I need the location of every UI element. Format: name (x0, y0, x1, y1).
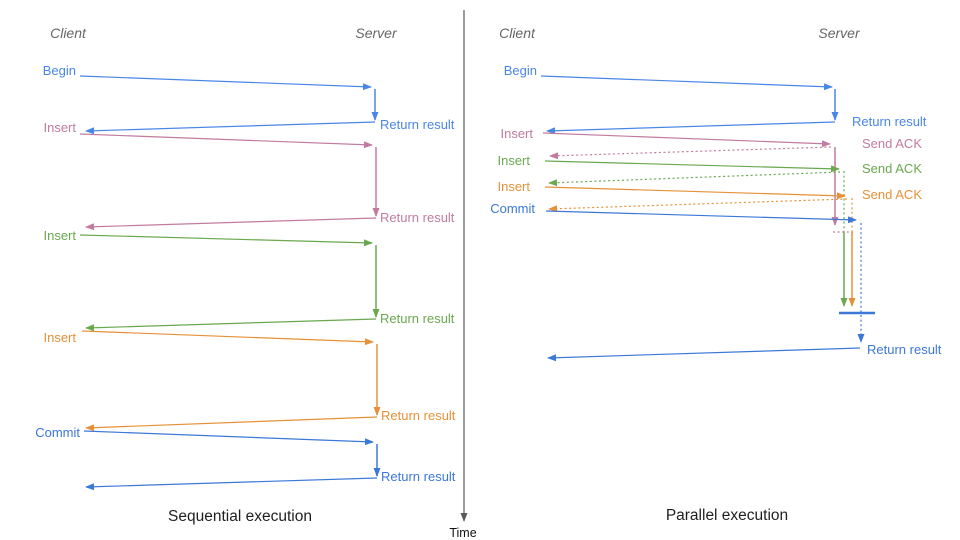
seq-insert1-label: Insert (43, 120, 76, 135)
seq-message-begin: Begin Return result (43, 63, 455, 135)
time-axis-label: Time (449, 526, 476, 540)
seq-client-header: Client (50, 25, 87, 41)
seq-insert3-return-label: Return result (381, 408, 456, 423)
seq-message-insert-3: Insert Return result (43, 330, 456, 432)
parallel-panel: Client Server Begin Return result Insert… (490, 25, 942, 524)
par-message-commit: Commit Return result (490, 201, 942, 362)
par-insert1-ack-label: Send ACK (862, 136, 922, 151)
par-insert1-ack-arrow (549, 146, 832, 160)
par-commit-return-label: Return result (867, 342, 942, 357)
par-commit-label: Commit (490, 201, 535, 216)
par-commit-return-arrow (547, 347, 861, 362)
par-client-header: Client (499, 25, 536, 41)
seq-begin-label: Begin (43, 63, 76, 78)
seq-insert1-request-arrow (79, 133, 373, 149)
par-begin-label: Begin (504, 63, 537, 78)
seq-commit-return-arrow (85, 477, 378, 491)
par-server-header: Server (818, 25, 861, 41)
seq-insert2-request-arrow (79, 234, 373, 247)
par-insert1-request-arrow (542, 132, 831, 148)
seq-commit-return-label: Return result (381, 469, 456, 484)
seq-insert3-request-arrow (81, 330, 374, 346)
par-commit-request-arrow (545, 210, 857, 224)
seq-insert2-label: Insert (43, 228, 76, 243)
seq-message-insert-2: Insert Return result (43, 228, 455, 332)
seq-insert2-return-arrow (85, 318, 377, 332)
seq-message-commit: Commit Return result (35, 425, 456, 491)
seq-message-insert-1: Insert Return result (43, 120, 455, 231)
sequential-panel: Client Server Begin Return result Insert… (35, 25, 456, 525)
parallel-caption: Parallel execution (666, 507, 788, 524)
par-insert3-label: Insert (497, 179, 530, 194)
seq-begin-return-arrow (85, 121, 376, 135)
seq-insert2-return-label: Return result (380, 311, 455, 326)
par-insert2-ack-arrow (548, 171, 841, 187)
par-insert2-label: Insert (497, 153, 530, 168)
par-message-insert-2: Insert Send ACK (497, 153, 922, 307)
par-insert3-request-arrow (544, 186, 846, 200)
seq-server-header: Server (355, 25, 398, 41)
seq-commit-label: Commit (35, 425, 80, 440)
seq-insert1-return-label: Return result (380, 210, 455, 225)
seq-commit-request-arrow (83, 430, 374, 446)
par-message-insert-1: Insert Send ACK (500, 126, 922, 233)
par-insert2-request-arrow (544, 160, 840, 173)
par-insert2-ack-label: Send ACK (862, 161, 922, 176)
par-message-insert-3: Insert Send ACK (497, 179, 922, 307)
par-insert3-ack-label: Send ACK (862, 187, 922, 202)
seq-insert3-return-arrow (85, 416, 378, 432)
par-begin-return-label: Return result (852, 114, 927, 129)
sequential-caption: Sequential execution (168, 508, 312, 525)
par-insert3-ack-arrow (548, 198, 848, 213)
seq-insert1-return-arrow (85, 217, 377, 231)
seq-insert3-label: Insert (43, 330, 76, 345)
par-message-begin: Begin Return result (504, 63, 927, 135)
seq-begin-return-label: Return result (380, 117, 455, 132)
par-begin-return-arrow (546, 121, 836, 135)
par-begin-request-arrow (540, 75, 833, 91)
par-insert1-label: Insert (500, 126, 533, 141)
seq-begin-request-arrow (79, 75, 372, 91)
